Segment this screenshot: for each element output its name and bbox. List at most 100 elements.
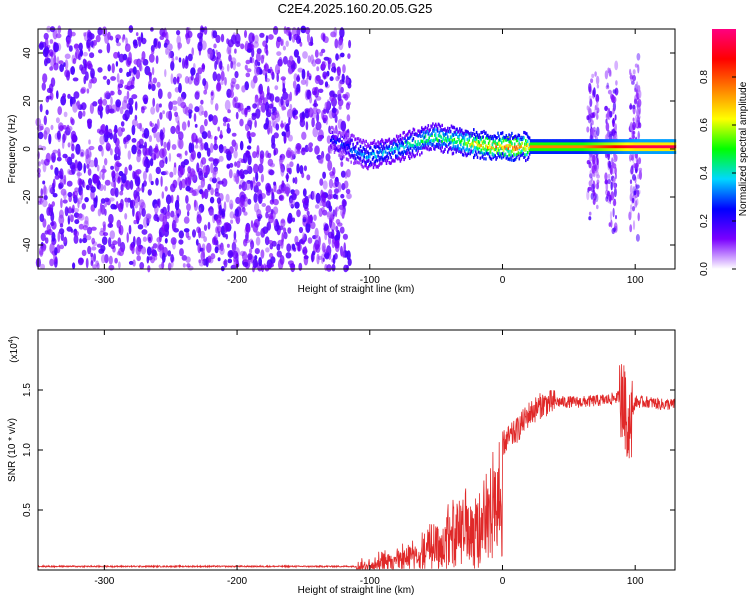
spectrogram-track-cell	[443, 133, 445, 137]
spectrogram-track-cell	[515, 152, 518, 157]
spectrogram-cell	[148, 83, 152, 90]
spectrogram-track-cell	[590, 147, 592, 152]
spectrogram-cell	[72, 262, 76, 270]
spectrogram-track-cell	[398, 157, 401, 161]
spectrogram-cell	[612, 107, 615, 115]
spectrogram-cell	[262, 68, 268, 76]
spectrogram-cell	[120, 184, 124, 192]
spectrogram-cell	[126, 90, 130, 100]
spectrogram-cell	[312, 127, 319, 138]
spectrogram-track-cell	[473, 144, 475, 148]
spectrogram-track-cell	[497, 147, 499, 151]
spectrogram-cell	[339, 27, 345, 39]
spectrogram-track-cell	[356, 152, 358, 156]
spectrogram-track-cell	[604, 139, 606, 143]
spectrogram-cell	[99, 170, 102, 180]
spectrogram-cell	[596, 114, 599, 120]
spectrogram-track-cell	[421, 128, 424, 132]
spectrogram-cell	[176, 35, 181, 46]
spectrogram-cell	[198, 227, 202, 239]
spectrogram-cell	[632, 206, 635, 212]
spectrogram-cell	[103, 224, 106, 232]
spectrogram-track-cell	[482, 145, 484, 149]
spectrogram-cell	[270, 208, 274, 215]
spectrogram-track-cell	[652, 150, 654, 154]
spectrogram-track-cell	[331, 135, 334, 139]
spectrogram-track-cell	[578, 150, 580, 154]
spectrogram-track-cell	[418, 146, 420, 150]
spectrogram-cell	[38, 131, 44, 140]
spectrogram-cell	[203, 26, 208, 35]
spectrogram-cell	[67, 93, 71, 99]
spectrogram-cell	[276, 250, 282, 258]
spectrogram-track-cell	[620, 147, 623, 152]
spectrogram-track-cell	[640, 145, 642, 149]
spectrogram-cell	[57, 231, 61, 243]
spectrogram-track-cell	[371, 151, 374, 155]
spectrogram-track-cell	[548, 139, 550, 143]
spectrogram-track-cell	[583, 147, 586, 152]
spectrogram-cell	[172, 76, 177, 85]
spectrogram-track-cell	[455, 127, 457, 131]
spectrogram-cell	[588, 161, 592, 169]
spectrogram-cell	[606, 82, 609, 88]
spectrogram-cell	[213, 158, 220, 164]
spectrogram-track-cell	[457, 144, 459, 148]
spectrogram-cell	[638, 106, 641, 116]
spectrogram-cell	[184, 76, 190, 84]
spectrogram-track-cell	[560, 139, 562, 143]
spectrogram-track-cell	[342, 132, 344, 136]
spectrogram-cell	[194, 106, 200, 113]
spectrogram-cell	[313, 99, 317, 108]
spectrogram-cell	[328, 236, 332, 245]
spectrogram-track-cell	[632, 145, 635, 149]
spectrogram-cell	[278, 157, 285, 163]
spectrogram-cell	[96, 164, 100, 172]
spectrogram-track-cell	[544, 142, 547, 146]
spectrogram-track-cell	[668, 147, 670, 152]
spectrogram-track-cell	[565, 139, 568, 143]
spectrogram-cell	[247, 198, 252, 205]
spectrogram-track-cell	[581, 145, 584, 149]
spectrogram-track-cell	[660, 147, 663, 152]
spectrogram-track-cell	[463, 142, 466, 146]
spectrogram-track-cell	[626, 150, 628, 154]
spectrogram-cell	[212, 30, 218, 39]
spectrogram-track-cell	[632, 142, 635, 146]
spectrogram-track-cell	[490, 157, 493, 161]
spectrogram-track-cell	[512, 154, 514, 158]
spectrogram-track-cell	[603, 147, 605, 152]
spectrogram-track-cell	[656, 139, 658, 143]
spectrogram-track-cell	[546, 145, 548, 149]
spectrogram-track-cell	[425, 129, 428, 133]
spectrogram-track-cell	[657, 142, 659, 146]
spectrogram-track-cell	[521, 137, 523, 141]
spectrogram-track-cell	[658, 150, 661, 154]
spectrogram-track-cell	[590, 145, 592, 149]
spectrogram-cell	[324, 251, 330, 260]
spectrogram-track-cell	[591, 147, 593, 152]
spectrogram-cell	[93, 157, 98, 168]
spectrogram-cell	[152, 97, 156, 107]
spectrogram-track-cell	[552, 142, 554, 146]
spectrogram-track-cell	[429, 147, 431, 151]
spectrogram-track-cell	[533, 145, 535, 149]
spectrogram-cell	[258, 97, 263, 106]
spectrogram-track-cell	[534, 142, 536, 146]
spectrogram-track-cell	[513, 145, 516, 149]
spectrogram-track-cell	[495, 142, 497, 146]
spectrogram-track-cell	[644, 139, 647, 143]
spectrogram-track-cell	[639, 142, 641, 146]
spectrogram-track-cell	[661, 142, 664, 146]
spectrogram-cell	[632, 153, 635, 164]
y-tick-label: 20	[22, 95, 33, 107]
spectrogram-track-cell	[542, 150, 545, 154]
spectrogram-track-cell	[408, 148, 410, 152]
spectrogram-track-cell	[469, 152, 471, 156]
spectrogram-cell	[251, 113, 257, 121]
spectrogram-cell	[270, 256, 276, 264]
spectrogram-track-cell	[459, 141, 461, 145]
spectrogram-track-cell	[519, 154, 522, 158]
spectrogram-track-cell	[471, 144, 473, 148]
spectrogram-track-cell	[421, 151, 423, 155]
